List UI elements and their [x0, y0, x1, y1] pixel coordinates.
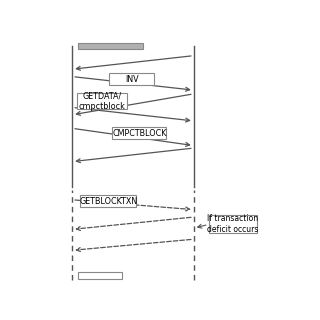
FancyBboxPatch shape [80, 195, 136, 207]
FancyArrowPatch shape [76, 94, 191, 115]
FancyBboxPatch shape [209, 215, 257, 233]
Text: GETDATA/
cmpctblock: GETDATA/ cmpctblock [79, 92, 125, 111]
Text: INV: INV [125, 75, 139, 84]
FancyBboxPatch shape [78, 272, 122, 279]
FancyBboxPatch shape [78, 43, 143, 50]
FancyArrowPatch shape [75, 77, 190, 91]
FancyArrowPatch shape [75, 200, 190, 211]
FancyBboxPatch shape [77, 93, 127, 109]
FancyArrowPatch shape [76, 56, 191, 70]
FancyArrowPatch shape [76, 217, 191, 230]
FancyArrowPatch shape [75, 108, 190, 122]
FancyBboxPatch shape [112, 127, 166, 139]
Text: GETBLOCKTXN: GETBLOCKTXN [79, 196, 137, 205]
Text: CMPCTBLOCK: CMPCTBLOCK [112, 129, 166, 138]
FancyBboxPatch shape [109, 73, 154, 85]
FancyArrowPatch shape [76, 148, 191, 163]
FancyArrowPatch shape [75, 129, 190, 146]
Text: If transaction
deficit occurs: If transaction deficit occurs [207, 214, 259, 234]
FancyArrowPatch shape [76, 239, 191, 252]
